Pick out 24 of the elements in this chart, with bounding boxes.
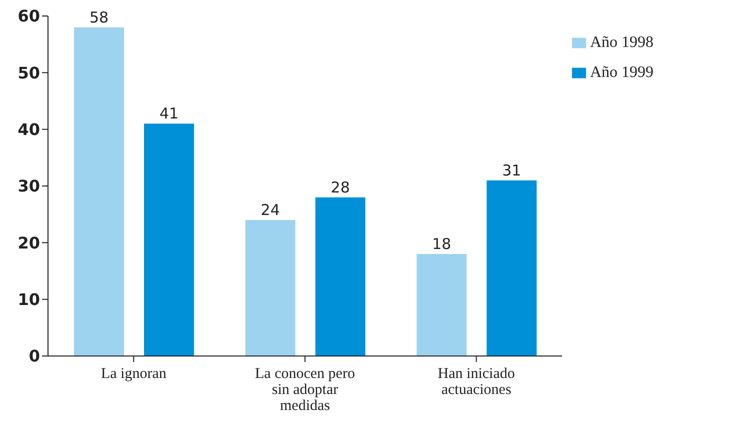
bar [416, 254, 467, 356]
y-tick-label: 30 [18, 176, 40, 196]
y-tick-label: 50 [18, 63, 40, 82]
bar [486, 180, 537, 356]
bar [245, 220, 296, 356]
y-tick-label: 60 [18, 6, 40, 26]
data-label: 24 [260, 201, 280, 219]
data-label: 58 [89, 8, 109, 26]
y-tick-label: 0 [28, 346, 40, 366]
bar [144, 124, 194, 356]
legend-label: Año 1999 [590, 64, 654, 81]
y-tick-label: 10 [18, 290, 40, 310]
bar [74, 27, 124, 356]
x-tick-label: La ignoran [100, 366, 167, 382]
x-tick-label: La conocen pero sin adoptar medidas [255, 366, 355, 414]
y-tick-label: 40 [18, 120, 40, 140]
legend-label: Año 1998 [590, 34, 654, 51]
bar [315, 197, 366, 356]
x-tick-label: Han iniciado actuaciones [438, 366, 515, 398]
data-label: 31 [502, 161, 522, 180]
y-tick-label: 20 [18, 233, 40, 252]
data-label: 28 [330, 178, 350, 196]
data-label: 41 [159, 104, 179, 123]
data-label: 18 [432, 235, 452, 253]
